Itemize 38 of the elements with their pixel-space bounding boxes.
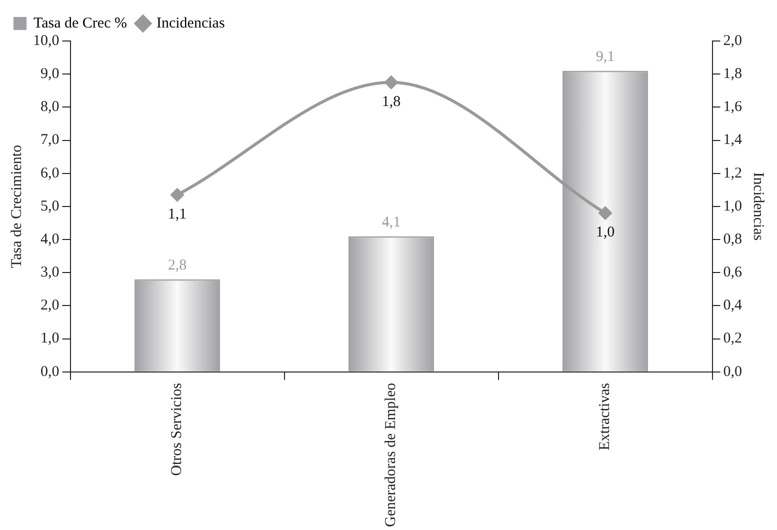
point [598,206,612,220]
y-tick-label: 5,0 [40,198,60,214]
y2-tick-label: 0,4 [723,298,742,314]
data-label: 4,1 [382,214,401,231]
x-tick-label: Extractivas [597,382,614,450]
y-tick-label: 7,0 [40,132,60,148]
y2-tick-label: 1,8 [723,66,742,82]
y-tick-label: 4,0 [40,231,60,248]
y2-tick-label: 0,8 [723,231,742,248]
y2-tick-label: 0,0 [723,364,742,380]
data-label: 1,1 [168,206,187,222]
y-tick-label: 6,0 [40,165,60,182]
legend-label: Incidencias [156,15,225,32]
legend-label: Tasa de Crec % [34,15,127,32]
y-tick-label: 3,0 [40,264,60,281]
y-tick-label: 2,0 [40,298,60,314]
point [384,76,398,89]
y-tick-label: 0,0 [40,364,60,380]
y2-tick-label: 2,0 [723,32,742,49]
y-tick-label: 8,0 [40,99,60,116]
x-tick-label: Generadoras de Empleo [383,382,400,528]
y-tick-label: 10,0 [33,32,60,49]
y2-tick-label: 1,6 [723,99,742,116]
data-label: 1,8 [382,94,401,110]
y2-tick-label: 1,4 [723,132,742,148]
data-label: 9,1 [596,49,615,66]
y-tick-label: 1,0 [40,330,60,347]
y2-tick-label: 0,6 [723,264,742,281]
y2-tick-label: 1,0 [723,198,742,214]
x-tick-label: Otros Servicios [169,382,186,476]
y2-tick-label: 1,2 [723,165,742,182]
y2-tick-label: 0,2 [723,330,742,347]
data-label: 1,0 [596,224,615,241]
y2-axis-title: Incidencias [750,172,766,241]
point [170,188,184,202]
data-label: 2,8 [168,258,187,274]
y-axis-title: Tasa de Crecimiento [8,144,25,268]
y-tick-label: 9,0 [40,66,60,82]
